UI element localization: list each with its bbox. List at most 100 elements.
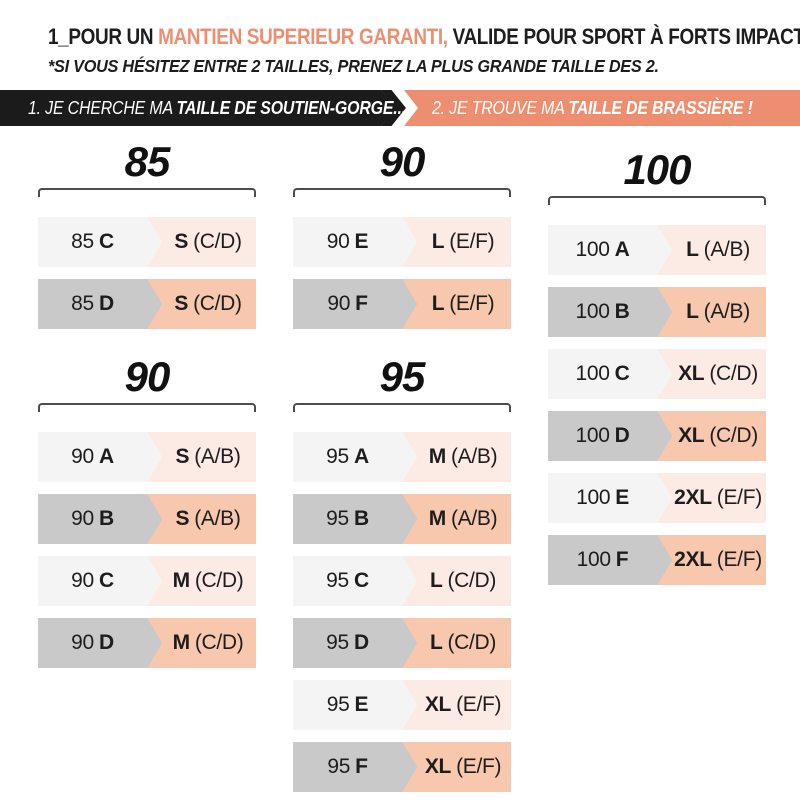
band-size-header: 95 <box>379 353 426 400</box>
bra-cup-value: E <box>615 486 629 509</box>
bra-size-label: 95 D <box>293 618 402 668</box>
bra-size-label: 85 C <box>38 217 147 267</box>
range-bracket <box>38 403 256 412</box>
title-prefix: 1_POUR UN <box>48 24 159 49</box>
size-row: 95 D L (C/D) <box>293 618 511 668</box>
brassiere-size-label: M (A/B) <box>415 432 511 482</box>
bra-size-label: 90 C <box>38 556 147 606</box>
brassiere-cups-value: (A/B) <box>450 445 498 468</box>
bra-band-value: 90 <box>326 230 350 253</box>
bra-size-label: 100 B <box>548 287 657 337</box>
title-suffix: VALIDE POUR SPORT À FORTS IMPACTS <box>452 24 800 49</box>
bra-size-label: 95 F <box>293 742 402 792</box>
row-peach-background <box>657 473 766 523</box>
row-arrow-shape <box>293 680 417 730</box>
bra-band-value: 95 <box>326 445 349 468</box>
row-peach-background <box>657 287 766 337</box>
brassiere-size-label: L (E/F) <box>415 217 511 267</box>
bra-cup-value: C <box>98 569 114 592</box>
brassiere-size-label: 2XL (E/F) <box>670 473 766 523</box>
brassiere-size-label: XL (C/D) <box>670 349 766 399</box>
bra-band-value: 95 <box>327 755 351 778</box>
band-size-header: 100 <box>623 146 691 193</box>
brassiere-size-value: L <box>431 292 445 315</box>
brassiere-size-label: L (C/D) <box>415 556 511 606</box>
bra-size-label: 90 E <box>293 217 402 267</box>
brassiere-size-value: XL <box>678 362 705 385</box>
brassiere-size-value: L <box>429 631 443 654</box>
brassiere-size-value: S <box>174 230 189 253</box>
size-row: 95 E XL (E/F) <box>293 680 511 730</box>
row-arrow-shape <box>548 287 672 337</box>
bra-band-value: 90 <box>71 507 94 530</box>
step-2-banner <box>404 90 800 126</box>
row-peach-background <box>402 742 511 792</box>
brassiere-size-label: L (E/F) <box>415 279 511 329</box>
brassiere-size-label: XL (E/F) <box>415 742 511 792</box>
bra-cup-value: C <box>98 230 114 253</box>
brassiere-cups-value: (E/F) <box>449 230 495 253</box>
row-peach-background <box>402 279 511 329</box>
row-arrow-shape <box>548 225 672 275</box>
bra-cup-value: D <box>98 292 114 315</box>
bra-size-label: 95 A <box>293 432 402 482</box>
row-arrow-shape <box>548 411 672 461</box>
size-rows: 90 A S (A/B) 90 B S (A/B) 90 C M (C/D) 90 D M (C/D) <box>38 432 256 668</box>
brassiere-size-value: XL <box>424 693 452 716</box>
brassiere-cups-value: (A/B) <box>194 507 241 530</box>
row-arrow-shape <box>38 279 162 329</box>
bra-size-label: 85 D <box>38 279 147 329</box>
brassiere-size-value: M <box>172 631 191 654</box>
size-rows: 95 A M (A/B) 95 B M (A/B) 95 C L (C/D) 95 D L (C/D) 95 E X… <box>293 432 511 792</box>
size-rows: 90 E L (E/F) 90 F L (E/F) <box>293 217 511 329</box>
bra-band-value: 100 <box>576 486 611 509</box>
brassiere-size-value: L <box>686 300 699 323</box>
brassiere-size-label: 2XL (E/F) <box>670 535 766 585</box>
bra-cup-value: C <box>353 569 369 592</box>
bra-band-value: 95 <box>326 631 349 654</box>
bra-cup-value: B <box>353 507 369 530</box>
bra-band-value: 100 <box>575 238 610 261</box>
bra-size-label: 95 C <box>293 556 402 606</box>
brassiere-size-value: 2XL <box>674 548 712 571</box>
bra-size-label: 90 A <box>38 432 147 482</box>
brassiere-size-label: XL (E/F) <box>415 680 511 730</box>
bra-band-value: 95 <box>326 507 349 530</box>
row-arrow-shape <box>293 742 417 792</box>
bra-cup-value: B <box>614 300 630 323</box>
bra-cup-value: E <box>354 230 369 253</box>
bra-size-label: 100 C <box>548 349 657 399</box>
bra-cup-value: E <box>354 693 369 716</box>
row-peach-background <box>147 432 256 482</box>
brassiere-cups-value: (C/D) <box>709 424 758 447</box>
bra-size-label: 90 F <box>293 279 402 329</box>
size-column: 85 85 C S (C/D) 85 D S (C/D) 90 90 A S (A/B) 90 B S (A/B)… <box>38 140 256 680</box>
brassiere-cups-value: (E/F) <box>456 755 502 778</box>
row-arrow-shape <box>293 217 417 267</box>
band-section: 85 85 C S (C/D) 85 D S (C/D) <box>38 140 256 329</box>
band-section: 100 100 A L (A/B) 100 B L (A/B) 100 C XL (C/D) 100 D XL… <box>548 148 766 585</box>
brassiere-size-value: M <box>428 445 447 468</box>
brassiere-size-value: L <box>686 238 699 261</box>
size-row: 100 D XL (C/D) <box>548 411 766 461</box>
bra-size-label: 90 B <box>38 494 147 544</box>
size-row: 90 B S (A/B) <box>38 494 256 544</box>
row-arrow-shape <box>38 217 162 267</box>
brassiere-cups-value: (A/B) <box>703 238 751 261</box>
row-peach-background <box>657 411 766 461</box>
row-peach-background <box>402 494 511 544</box>
size-rows: 100 A L (A/B) 100 B L (A/B) 100 C XL (C/D) 100 D XL (C/… <box>548 225 766 585</box>
bra-cup-value: F <box>615 548 629 571</box>
row-arrow-shape <box>38 618 162 668</box>
brassiere-cups-value: (E/F) <box>716 548 762 571</box>
brassiere-size-value: 2XL <box>674 486 712 509</box>
bra-size-label: 100 F <box>548 535 657 585</box>
size-row: 95 F XL (E/F) <box>293 742 511 792</box>
bra-band-value: 85 <box>71 230 94 253</box>
size-row: 100 E 2XL (E/F) <box>548 473 766 523</box>
size-row: 95 B M (A/B) <box>293 494 511 544</box>
band-section: 90 90 A S (A/B) 90 B S (A/B) 90 C M (C/D) 90 D M (C/D) <box>38 355 256 668</box>
brassiere-size-label: M (A/B) <box>415 494 511 544</box>
size-column: 90 90 E L (E/F) 90 F L (E/F) 95 95 A M (A/B) 95 B M (A/B)… <box>293 140 511 804</box>
